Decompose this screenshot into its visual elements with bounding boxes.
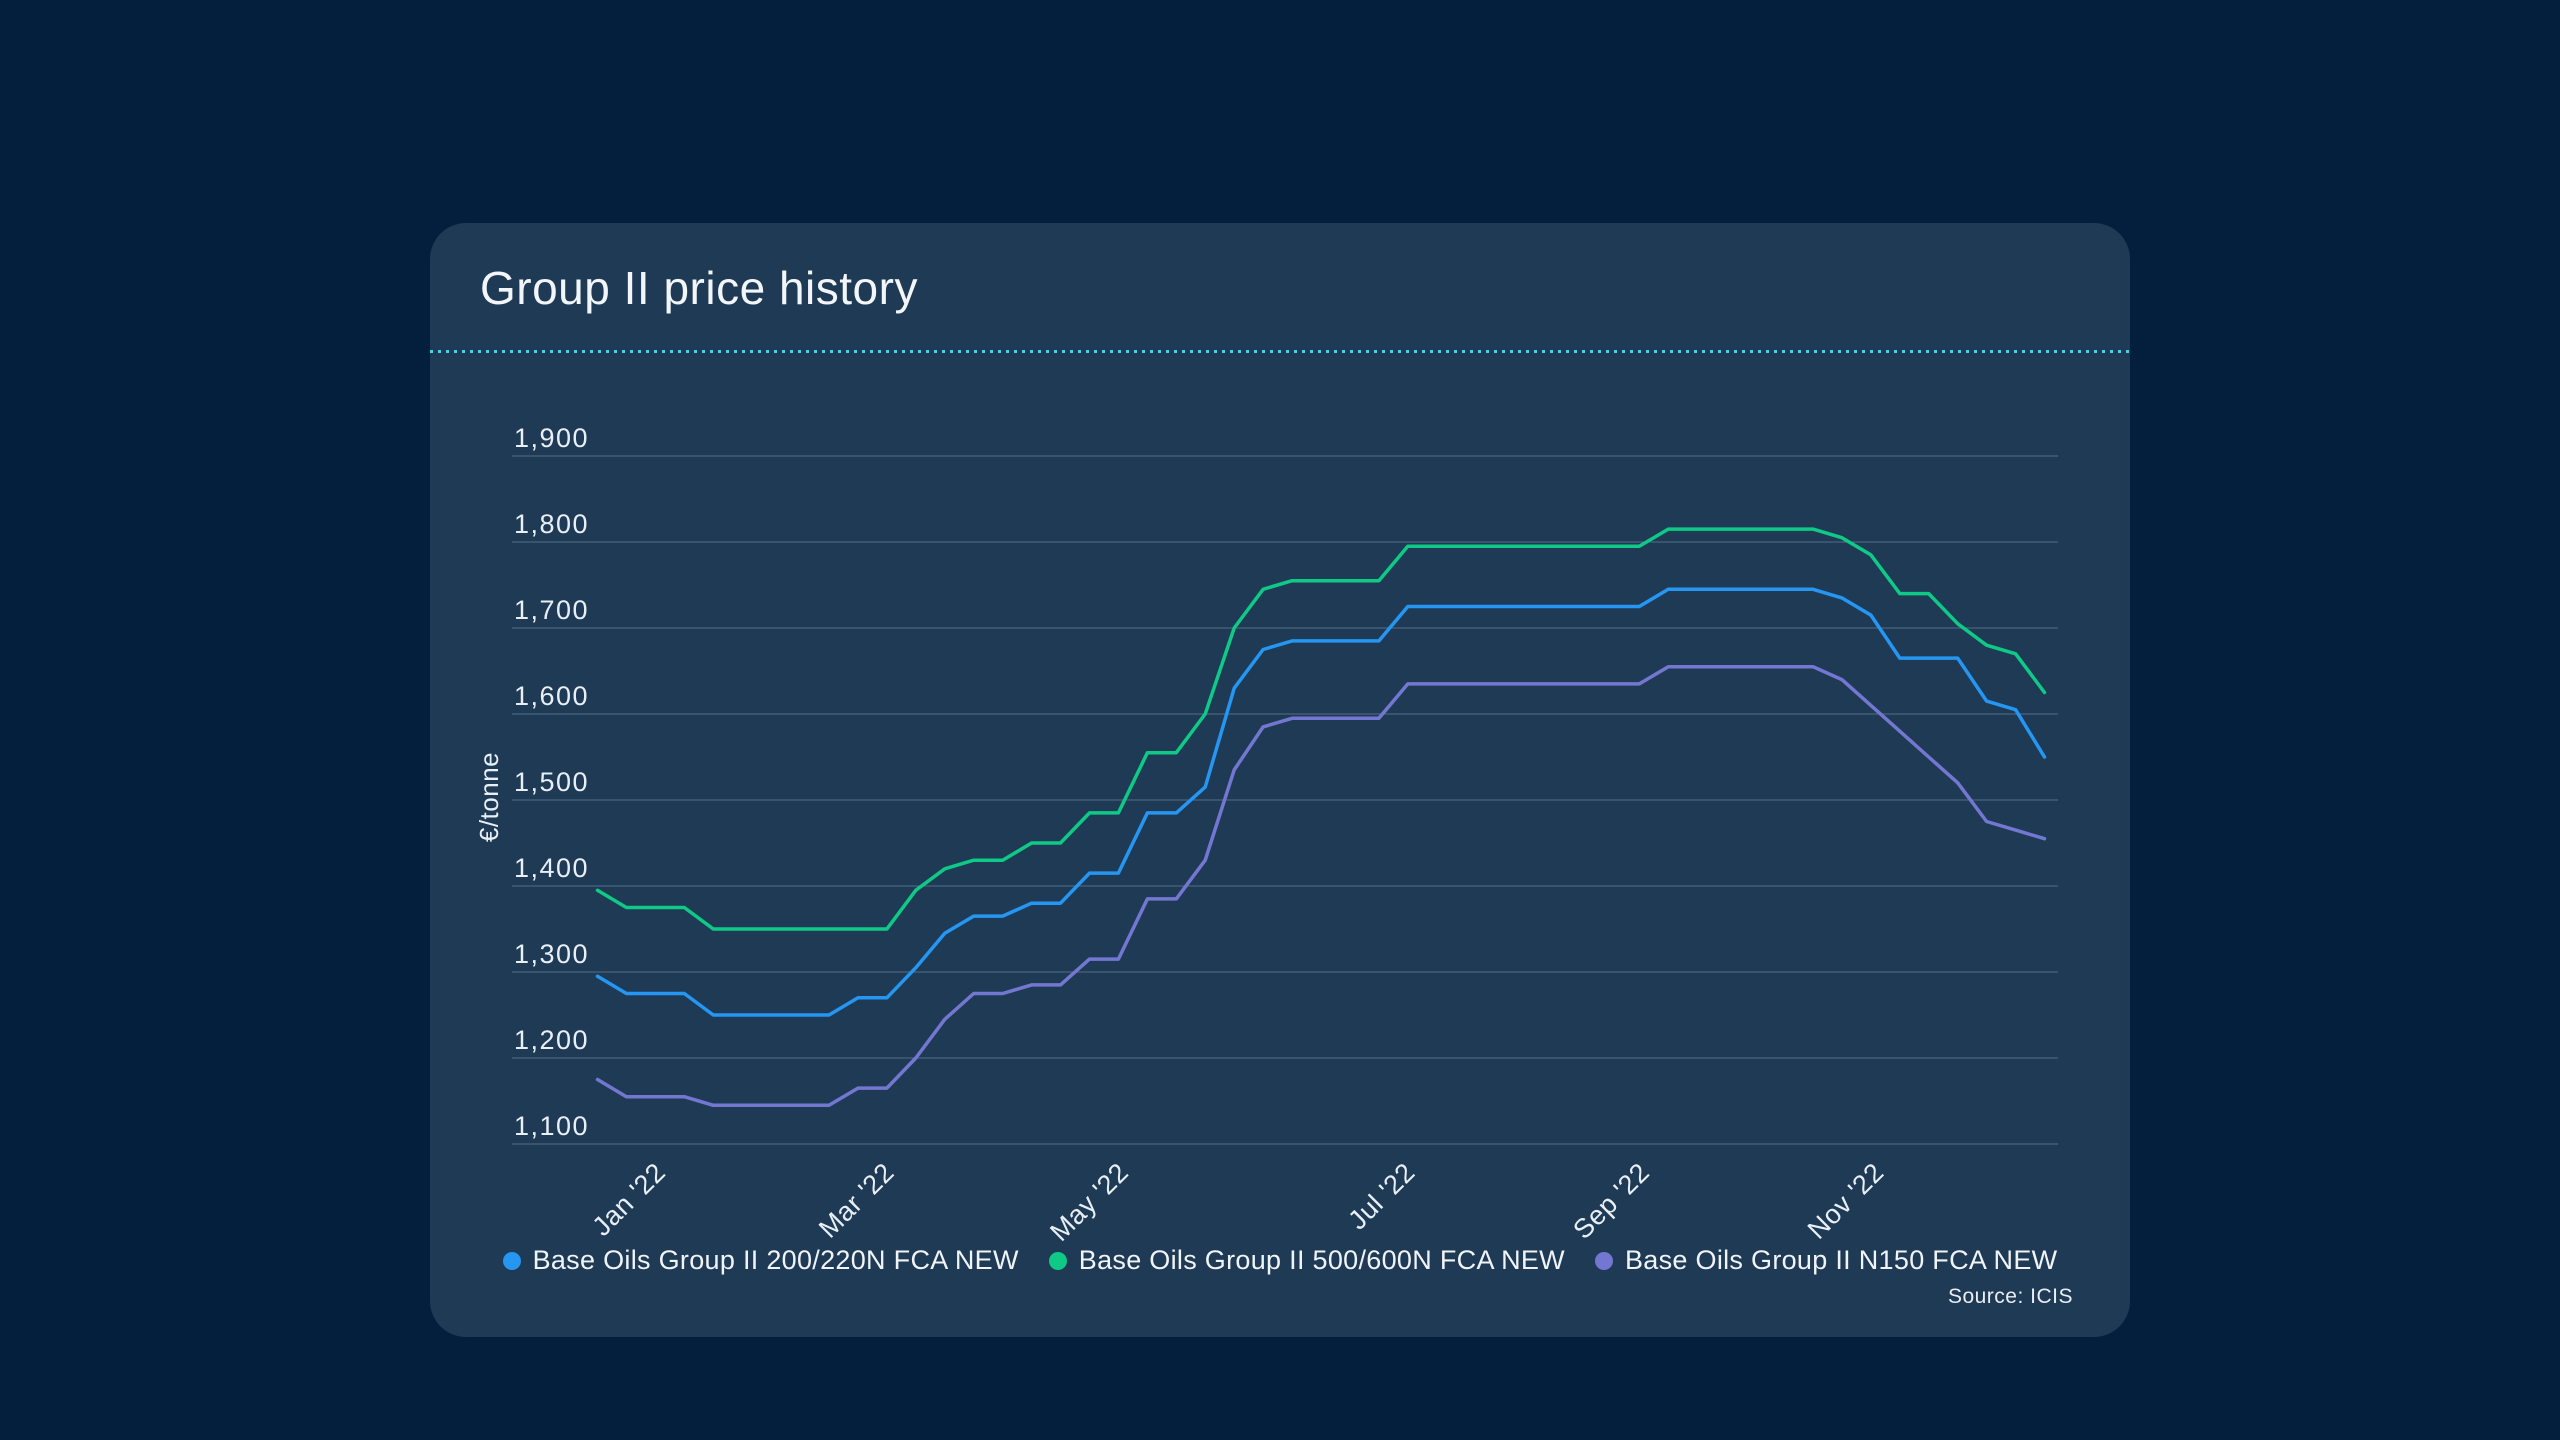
y-tick-label-1200: 1,200 <box>514 1025 589 1055</box>
y-tick-label-1300: 1,300 <box>514 939 589 969</box>
x-tick-label-5: Sep '22 <box>1567 1157 1655 1245</box>
x-tick-label-4: Jul '22 <box>1342 1157 1420 1235</box>
y-tick-label-1700: 1,700 <box>514 595 589 625</box>
legend-dot-icon <box>1048 1251 1067 1270</box>
chart-legend: Base Oils Group II 200/220N FCA NEW Base … <box>430 1245 2130 1276</box>
y-tick-label-1900: 1,900 <box>514 423 589 453</box>
series-line-1[interactable] <box>595 587 2047 1017</box>
series-line-3[interactable] <box>595 664 2047 1108</box>
legend-label: Base Oils Group II 500/600N FCA NEW <box>1078 1245 1565 1275</box>
x-tick-label-3: May '22 <box>1044 1157 1134 1247</box>
legend-item-3[interactable]: Base Oils Group II N150 FCA NEW <box>1594 1245 2058 1276</box>
series-line-2[interactable] <box>595 527 2047 931</box>
legend-item-2[interactable]: Base Oils Group II 500/600N FCA NEW <box>1048 1245 1565 1276</box>
x-tick-label-6: Nov '22 <box>1802 1157 1890 1245</box>
y-tick-label-1600: 1,600 <box>514 681 589 711</box>
x-tick-label-2: Mar '22 <box>813 1157 900 1244</box>
page-title: Group II price history <box>480 262 918 314</box>
legend-item-1[interactable]: Base Oils Group II 200/220N FCA NEW <box>502 1245 1019 1276</box>
y-tick-label-1800: 1,800 <box>514 509 589 539</box>
x-tick-label-1: Jan '22 <box>587 1157 672 1242</box>
y-tick-label-1500: 1,500 <box>514 767 589 797</box>
y-axis-title: €/tonne <box>474 752 504 842</box>
legend-dot-icon <box>502 1251 521 1270</box>
price-history-card: Group II price history 1,900 1,800 1,700 1,… <box>430 223 2130 1337</box>
y-tick-label-1100: 1,100 <box>514 1111 589 1141</box>
legend-dot-icon <box>1594 1251 1613 1270</box>
dotted-divider <box>430 350 2130 353</box>
legend-label: Base Oils Group II N150 FCA NEW <box>1624 1245 2058 1275</box>
legend-label: Base Oils Group II 200/220N FCA NEW <box>532 1245 1019 1275</box>
source-attribution: Source: ICIS <box>1947 1285 2073 1308</box>
y-tick-label-1400: 1,400 <box>514 853 589 883</box>
price-history-chart[interactable]: 1,900 1,800 1,700 1,600 1,500 1,400 1,300 1,200… <box>430 223 2130 1337</box>
